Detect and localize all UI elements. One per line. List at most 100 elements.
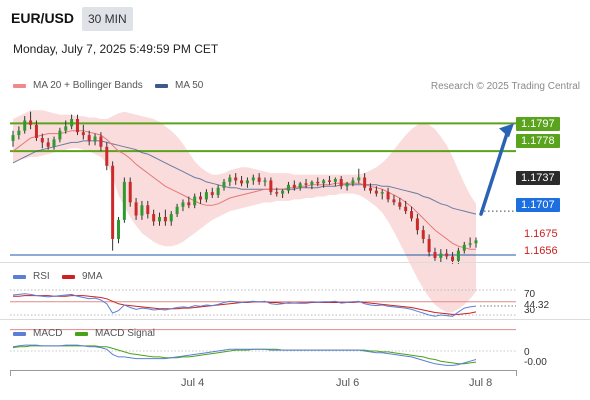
candle	[210, 187, 214, 198]
candle	[304, 178, 308, 188]
bollinger-band-layer	[13, 110, 476, 312]
candle	[451, 252, 455, 264]
candle-body	[351, 180, 355, 184]
rsi-value: 44.32	[524, 300, 550, 311]
candle	[245, 177, 249, 188]
candle-body	[374, 190, 378, 194]
candle	[222, 178, 226, 191]
candle-body	[11, 135, 15, 141]
legend-ma20-bb-label: MA 20 + Bollinger Bands	[33, 80, 143, 91]
candle	[357, 168, 361, 184]
candle-body	[240, 180, 244, 184]
candle-body	[228, 177, 232, 182]
candle	[298, 181, 302, 191]
rsi-line	[12, 293, 477, 317]
candle	[58, 127, 62, 143]
candle	[81, 124, 85, 140]
candle-body	[386, 192, 390, 200]
candle	[427, 234, 431, 257]
candle-body	[398, 202, 402, 207]
candle	[462, 241, 466, 254]
candle	[327, 176, 331, 185]
candle-body	[75, 119, 79, 133]
candle-body	[404, 206, 408, 212]
candle-body	[216, 187, 220, 196]
candle-body	[369, 187, 373, 191]
candle-body	[456, 250, 460, 261]
candle	[363, 173, 367, 191]
candle-body	[128, 181, 132, 203]
price-levels-layer	[10, 122, 516, 331]
candle	[410, 206, 414, 222]
candle-body	[204, 192, 208, 200]
frame-layer	[0, 262, 590, 376]
candle	[292, 180, 296, 191]
candle-body	[304, 183, 308, 185]
candle	[17, 126, 21, 140]
candle-body	[363, 177, 367, 188]
macd-zero-label: 0	[524, 347, 530, 358]
candle	[105, 142, 109, 171]
candle-body	[46, 142, 50, 147]
candle	[146, 200, 150, 219]
candle-body	[339, 178, 343, 187]
candle-body	[310, 181, 314, 185]
candle-body	[410, 211, 414, 219]
macd-layer	[10, 344, 516, 366]
candle	[333, 177, 337, 187]
candle-body	[140, 205, 144, 216]
candle-body	[333, 178, 337, 182]
ma50-swatch-icon	[155, 83, 168, 88]
candle	[421, 225, 425, 244]
macd-line	[12, 344, 477, 366]
pair-title: EUR/USD	[11, 10, 75, 26]
candle-body	[269, 180, 273, 193]
candle-body	[281, 190, 285, 194]
candle	[392, 195, 396, 206]
candle-body	[451, 256, 455, 261]
candle	[468, 237, 472, 248]
candle	[286, 181, 290, 194]
candle	[11, 130, 15, 147]
candle	[34, 120, 38, 141]
candle-body	[116, 219, 120, 239]
candle	[216, 184, 220, 198]
candle-body	[99, 136, 103, 147]
candle	[70, 114, 74, 130]
candle-body	[415, 218, 419, 231]
resistance-2-tag: 1.1778	[516, 134, 560, 148]
candle	[228, 174, 232, 187]
bollinger-band-area	[13, 110, 476, 312]
candle-body	[234, 177, 238, 181]
candle	[445, 249, 449, 260]
candle-body	[70, 119, 74, 127]
legend-ma50: MA 50	[155, 80, 203, 91]
candle	[163, 209, 167, 226]
rsi-swatch-icon	[13, 274, 26, 279]
candle-body	[163, 216, 167, 222]
candle	[40, 133, 44, 149]
candle	[169, 211, 173, 226]
candle-body	[210, 192, 214, 196]
candle-body	[245, 180, 249, 184]
candle-body	[392, 199, 396, 203]
candle-body	[263, 180, 267, 182]
legend-macd-label: MACD	[33, 328, 63, 339]
candle-body	[52, 139, 56, 147]
legend-9ma-label: 9MA	[82, 271, 103, 282]
candle	[474, 237, 478, 248]
chart-datetime: Monday, July 7, 2025 5:49:59 PM CET	[13, 42, 219, 56]
minor-level-2-label: 1.1656	[524, 245, 558, 257]
candle-body	[122, 181, 126, 220]
timeframe-badge[interactable]: 30 MIN	[82, 7, 133, 31]
candle	[116, 216, 120, 244]
research-credit: Research © 2025 Trading Central	[430, 81, 580, 92]
candle	[75, 114, 79, 136]
rsi-ma-swatch-icon	[62, 274, 75, 279]
candle-body	[286, 184, 290, 191]
legend-macd: MACD	[13, 328, 62, 339]
macd-signal-line	[12, 345, 477, 365]
candle	[339, 176, 343, 190]
candle	[204, 189, 208, 203]
candle	[240, 176, 244, 187]
